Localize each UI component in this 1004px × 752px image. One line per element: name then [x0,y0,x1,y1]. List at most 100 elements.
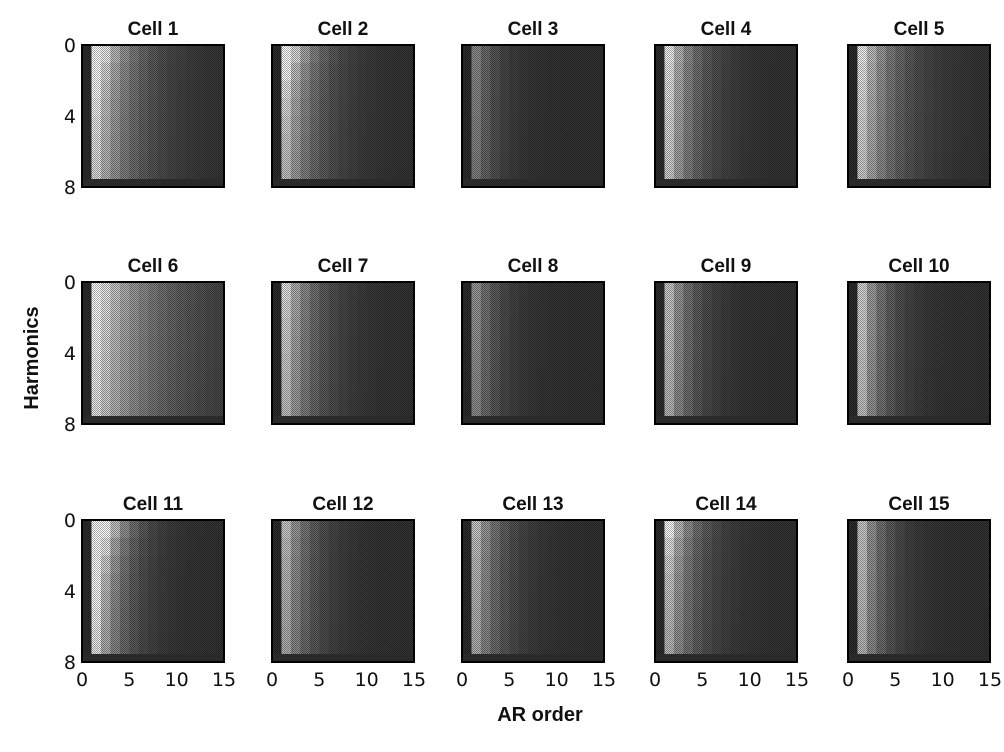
bottom-band [272,416,414,424]
bottom-band [272,654,414,662]
bottom-band [462,416,604,424]
panel-frame [271,519,415,663]
x-axis-label: AR order [497,704,583,726]
y-tick-label: 8 [64,177,76,199]
panel-frame [654,44,798,188]
y-tick-label: 4 [64,581,76,603]
x-tick-label: 15 [592,669,616,691]
panel-title: Cell 4 [701,19,752,40]
heatmap-panel: Cell 1 0 4 8 [64,19,225,199]
panel-frame [81,281,225,425]
panel-frame [271,281,415,425]
panel-frame [461,44,605,188]
bottom-band [848,654,990,662]
panel-frame [271,44,415,188]
dither-overlay [462,520,604,662]
x-tick-label: 15 [212,669,236,691]
bottom-band [655,416,797,424]
heatmap-panel: Cell 3 [461,19,605,188]
dither-overlay [848,45,990,187]
bottom-band [82,654,224,662]
heatmap-panel: Cell 4 [654,19,798,188]
x-tick-label: 10 [931,669,955,691]
dither-overlay [82,45,224,187]
x-tick-label: 10 [545,669,569,691]
x-tick-label: 0 [842,669,854,691]
x-tick-label: 5 [313,669,325,691]
y-tick-label: 0 [64,510,76,532]
panel-frame [461,519,605,663]
dither-overlay [82,282,224,424]
panel-frame [654,281,798,425]
y-tick-label: 0 [64,272,76,294]
panel-frame [461,281,605,425]
panel-title: Cell 11 [123,494,184,515]
x-tick-label: 10 [165,669,189,691]
panel-title: Cell 13 [502,494,563,515]
x-tick-label: 0 [266,669,278,691]
dither-overlay [848,520,990,662]
heatmap-panel: Cell 14 0 5 10 15 [649,494,809,691]
x-tick-label: 15 [402,669,426,691]
bottom-band [848,179,990,187]
bottom-band [82,416,224,424]
heatmap-panel: Cell 2 [271,19,415,188]
x-tick-label: 0 [456,669,468,691]
panel-frame [847,44,991,188]
panel-frame [847,519,991,663]
y-tick-label: 4 [64,106,76,128]
panel-title: Cell 14 [695,494,757,515]
panel-title: Cell 15 [888,494,950,515]
dither-overlay [462,45,604,187]
panel-title: Cell 9 [701,256,752,277]
panel-title: Cell 10 [888,256,949,277]
bottom-band [462,654,604,662]
panel-frame [654,519,798,663]
x-tick-label: 15 [785,669,809,691]
dither-overlay [655,520,797,662]
heatmap-panel: Cell 6 0 4 8 [64,256,225,436]
bottom-band [655,654,797,662]
heatmap-panel: Cell 15 0 5 10 15 [842,494,1002,691]
y-axis-label: Harmonics [21,306,43,409]
heatmap-panel: Cell 10 [847,256,991,425]
x-tick-label: 5 [696,669,708,691]
bottom-band [655,179,797,187]
dither-overlay [655,45,797,187]
panel-title: Cell 5 [894,19,945,40]
heatmap-panel: Cell 9 [654,256,798,425]
heatmap-panel: Cell 5 [847,19,991,188]
panel-frame [847,281,991,425]
y-tick-label: 0 [64,35,76,57]
x-tick-label: 10 [355,669,379,691]
y-tick-label: 8 [64,652,76,674]
dither-overlay [272,282,414,424]
dither-overlay [655,282,797,424]
y-tick-label: 4 [64,343,76,365]
x-tick-label: 10 [738,669,762,691]
heatmap-panel: Cell 8 [461,256,605,425]
panel-title: Cell 2 [318,19,369,40]
heatmap-panel: Cell 7 [271,256,415,425]
panel-title: Cell 8 [508,256,559,277]
panel-title: Cell 12 [312,494,373,515]
dither-overlay [848,282,990,424]
heatmap-panel: Cell 12 0 5 10 15 [266,494,426,691]
x-tick-label: 5 [889,669,901,691]
dither-overlay [272,520,414,662]
x-tick-label: 0 [649,669,661,691]
heatmap-panel: Cell 13 0 5 10 15 [456,494,616,691]
bottom-band [848,416,990,424]
x-tick-label: 5 [123,669,135,691]
dither-overlay [462,282,604,424]
bottom-band [82,179,224,187]
dither-overlay [82,520,224,662]
panel-title: Cell 1 [128,19,179,40]
panel-title: Cell 3 [508,19,559,40]
x-tick-label: 0 [76,669,88,691]
x-tick-label: 15 [978,669,1002,691]
panel-title: Cell 7 [318,256,369,277]
